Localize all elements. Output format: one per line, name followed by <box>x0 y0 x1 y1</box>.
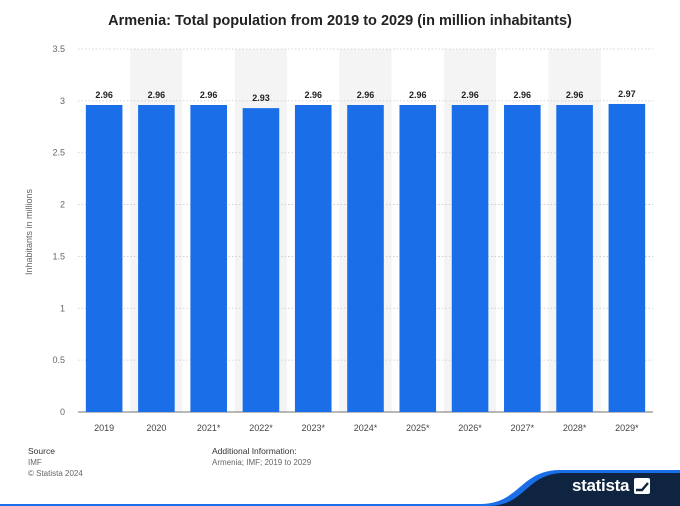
brand-band-accent <box>0 470 680 506</box>
source-heading: Source <box>28 446 55 456</box>
y-tick-label: 2 <box>60 200 65 210</box>
statista-logo-icon <box>634 478 651 494</box>
data-label: 2.96 <box>95 90 113 100</box>
x-tick-label: 2027* <box>511 423 535 433</box>
y-tick-label: 0.5 <box>52 355 65 365</box>
x-tick-label: 2022* <box>249 423 273 433</box>
data-label: 2.96 <box>461 90 479 100</box>
y-tick-label: 3.5 <box>52 44 65 54</box>
chart-title: Armenia: Total population from 2019 to 2… <box>108 13 572 29</box>
source-block: Source IMF © Statista 2024 <box>28 446 83 479</box>
data-label: 2.97 <box>618 89 636 99</box>
y-tick-label: 1 <box>60 303 65 313</box>
data-label: 2.96 <box>357 90 375 100</box>
data-label: 2.96 <box>304 90 322 100</box>
data-label: 2.96 <box>514 90 532 100</box>
x-tick-label: 2024* <box>354 423 378 433</box>
additional-info-block: Additional Information: Armenia; IMF; 20… <box>212 446 311 468</box>
data-label: 2.93 <box>252 93 270 103</box>
data-label: 2.96 <box>148 90 166 100</box>
bar <box>347 105 384 413</box>
source-value: IMF <box>28 458 42 467</box>
bar <box>556 105 593 413</box>
data-label: 2.96 <box>566 90 584 100</box>
bar <box>242 108 280 413</box>
y-tick-label: 0 <box>60 407 65 417</box>
y-axis-title-text: Inhabitants in millions <box>24 188 34 276</box>
x-tick-label: 2020 <box>146 423 166 433</box>
x-tick-label: 2025* <box>406 423 430 433</box>
bar <box>504 105 541 413</box>
x-tick-label: 2021* <box>197 423 221 433</box>
additional-info-value: Armenia; IMF; 2019 to 2029 <box>212 458 312 467</box>
y-tick-label: 1.5 <box>52 251 65 261</box>
x-tick-label: 2029* <box>615 423 639 433</box>
data-label: 2.96 <box>200 90 218 100</box>
x-tick-label: 2026* <box>458 423 482 433</box>
x-tick-label: 2019 <box>94 423 114 433</box>
bar <box>451 105 489 413</box>
bar <box>399 105 437 413</box>
x-tick-label: 2028* <box>563 423 587 433</box>
statista-logo[interactable]: statista <box>572 475 651 497</box>
bar <box>294 105 332 413</box>
bar-chart: 0 0.5 1 1.5 2 2.5 3 3.5 2.96 2019 2.96 2020 2.96 2021… <box>52 44 653 433</box>
bar <box>190 105 227 413</box>
bar <box>138 105 175 413</box>
y-tick-label: 2.5 <box>52 148 65 158</box>
data-label: 2.96 <box>409 90 427 100</box>
statista-logo-text: statista <box>572 476 630 495</box>
bar <box>85 105 123 413</box>
brand-band-dark <box>0 473 680 506</box>
bar <box>608 103 646 413</box>
brand-band <box>0 470 680 506</box>
x-tick-label: 2023* <box>301 423 325 433</box>
y-tick-label: 3 <box>60 96 65 106</box>
copyright: © Statista 2024 <box>28 469 83 478</box>
additional-info-heading: Additional Information: <box>212 446 297 456</box>
